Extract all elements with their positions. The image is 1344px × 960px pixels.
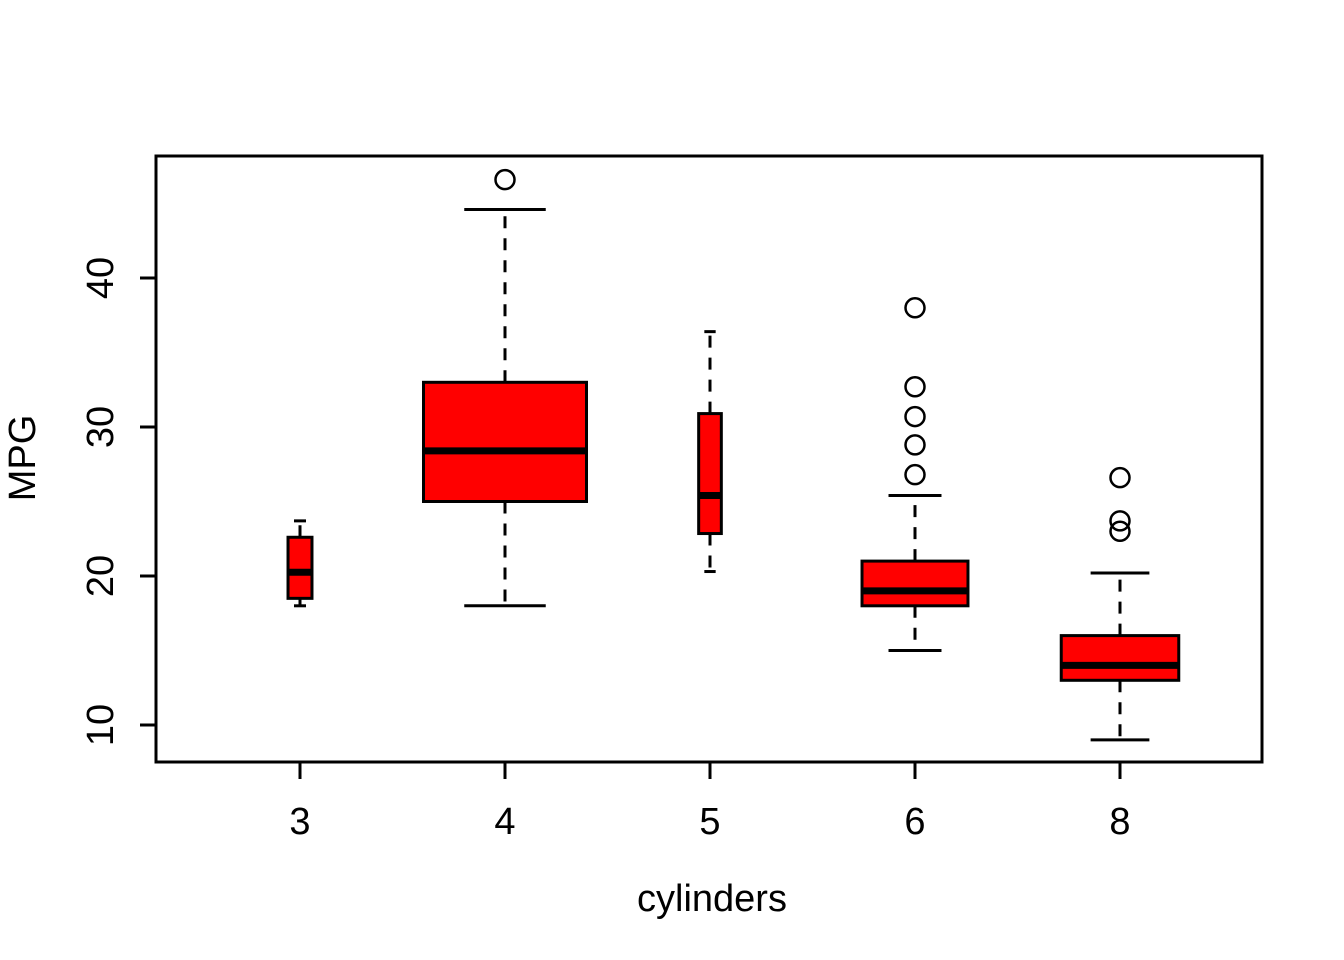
outlier-point [1109,466,1131,489]
boxplot-group-8 [1059,466,1181,742]
outlier-point [904,297,926,319]
y-tick-label-10: 10 [80,703,122,747]
iqr-box [860,559,970,608]
outlier-point [904,463,926,486]
boxplot-group-5 [697,330,723,574]
outlier-point [1109,510,1131,532]
boxplot-group-6 [860,297,970,652]
y-tick-label-40: 40 [80,256,122,300]
outlier-point [904,376,926,398]
x-tick-label-4: 4 [494,801,516,843]
iqr-box [697,412,723,536]
y-tick-label-30: 30 [80,405,122,449]
outlier-point [1109,520,1131,543]
boxplot-group-4 [422,168,588,608]
y-axis-title: MPG [2,414,44,502]
x-axis-title: cylinders [637,878,787,920]
x-tick-label-8: 8 [1109,801,1131,843]
outlier-point [904,434,926,456]
iqr-box [286,535,314,600]
outlier-point [904,405,926,428]
iqr-box [422,380,588,503]
y-tick-label-20: 20 [80,554,122,598]
iqr-box [1059,634,1181,682]
boxplot-group-3 [286,519,314,608]
outlier-point [494,168,516,191]
x-tick-label-6: 6 [904,801,926,843]
x-tick-label-5: 5 [699,801,721,843]
x-tick-label-3: 3 [289,801,311,843]
